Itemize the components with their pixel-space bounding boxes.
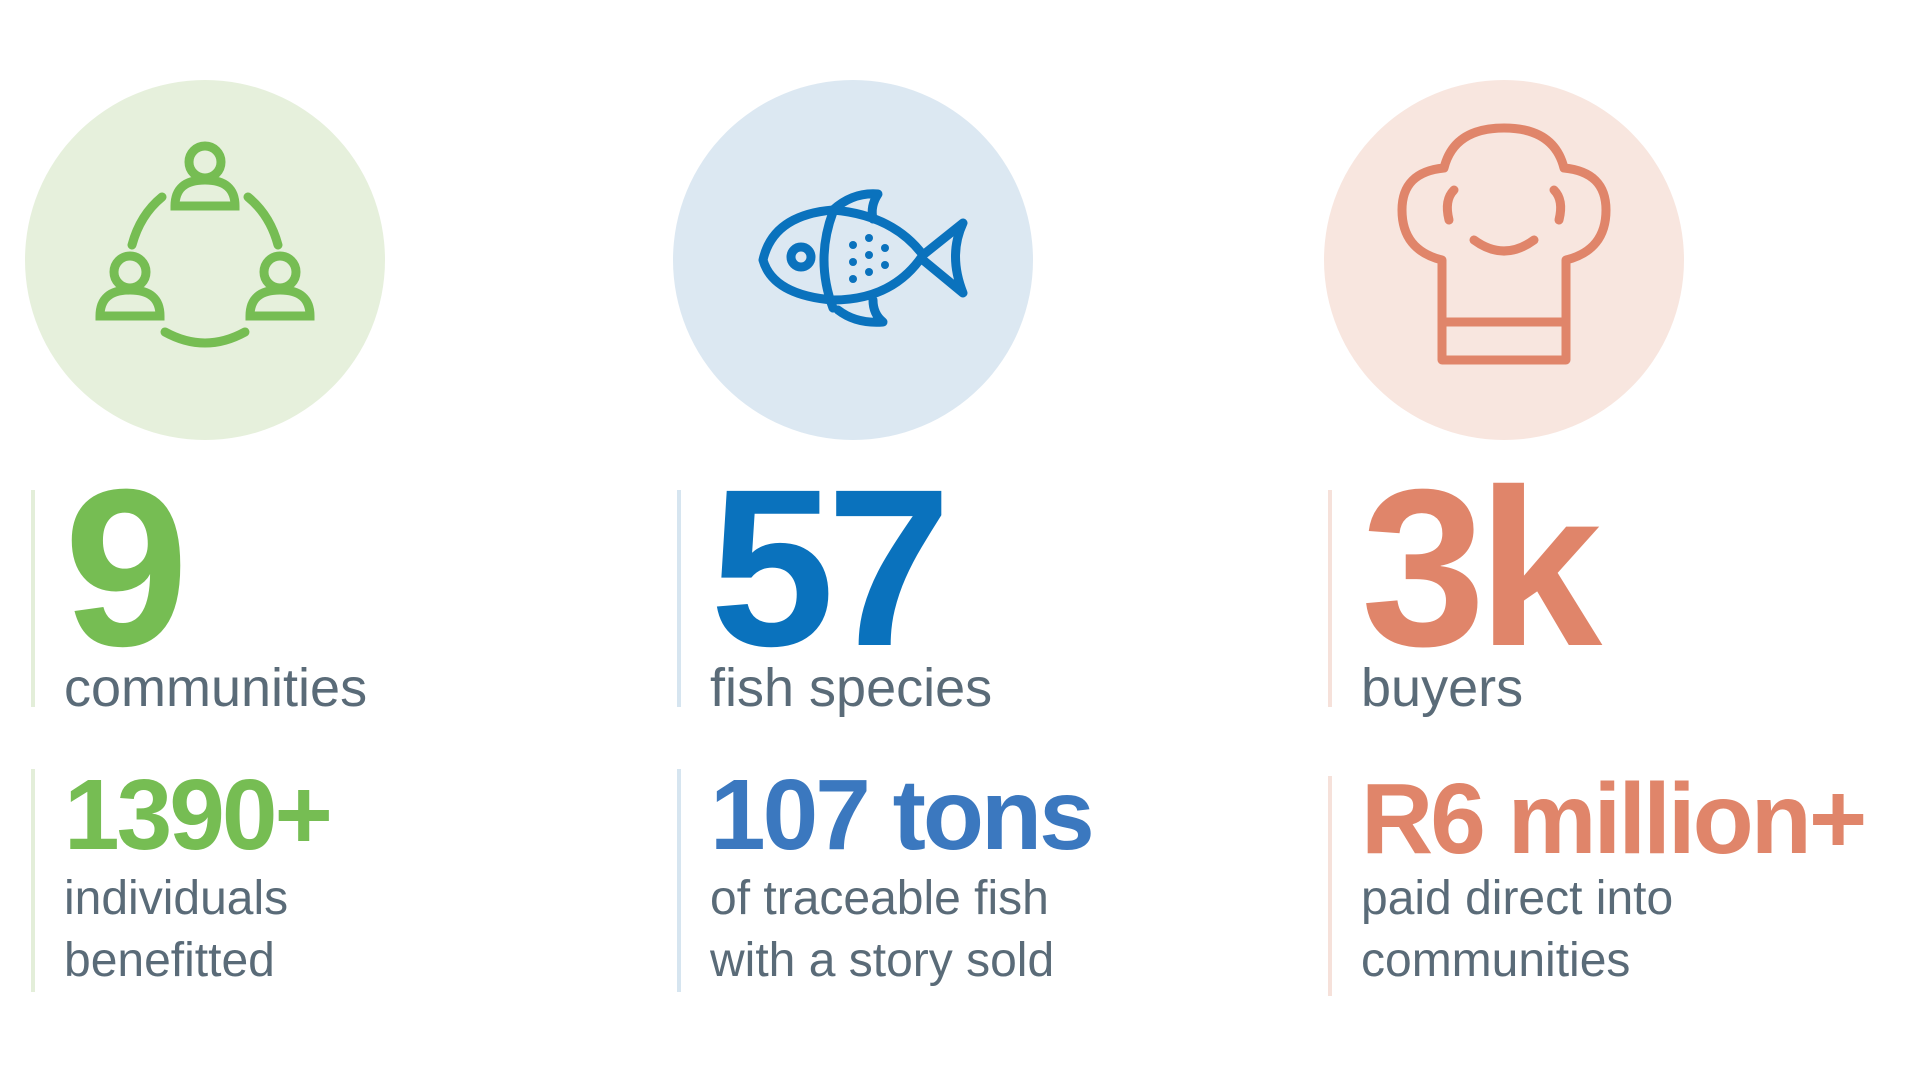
stat-label: buyers	[1361, 658, 1524, 718]
icon-circle	[673, 80, 1033, 440]
fish-icon	[758, 189, 968, 327]
stat-number: 3k	[1361, 443, 1602, 693]
sub-label: paid direct into	[1361, 872, 1674, 925]
stat-column: 57 fish species 107 tons of traceable fi…	[673, 0, 1277, 1080]
chef-hat-icon	[1397, 123, 1611, 365]
divider	[677, 769, 681, 992]
sub-label: individuals	[64, 872, 289, 925]
sub-label: of traceable fish	[710, 872, 1049, 925]
sub-label: benefitted	[64, 934, 275, 987]
stat-label: communities	[64, 658, 368, 718]
sub-label: communities	[1361, 934, 1631, 987]
stat-column: 9 communities 1390+ individuals benefitt…	[25, 0, 631, 1080]
divider	[1328, 776, 1332, 996]
icon-circle	[25, 80, 385, 440]
sub-label: with a story sold	[710, 934, 1055, 987]
sub-number: R6 million+	[1361, 763, 1867, 875]
icon-circle	[1324, 80, 1684, 440]
divider	[1328, 490, 1332, 707]
divider	[31, 769, 35, 992]
stat-number: 57	[710, 443, 951, 693]
divider	[677, 490, 681, 707]
stat-label: fish species	[710, 658, 993, 718]
divider	[31, 490, 35, 707]
sub-number: 107 tons	[710, 759, 1095, 871]
stat-column: 3k buyers R6 million+ paid direct into c…	[1324, 0, 1920, 1080]
stat-number: 9	[64, 443, 189, 693]
sub-number: 1390+	[64, 759, 333, 871]
community-icon	[95, 141, 315, 348]
